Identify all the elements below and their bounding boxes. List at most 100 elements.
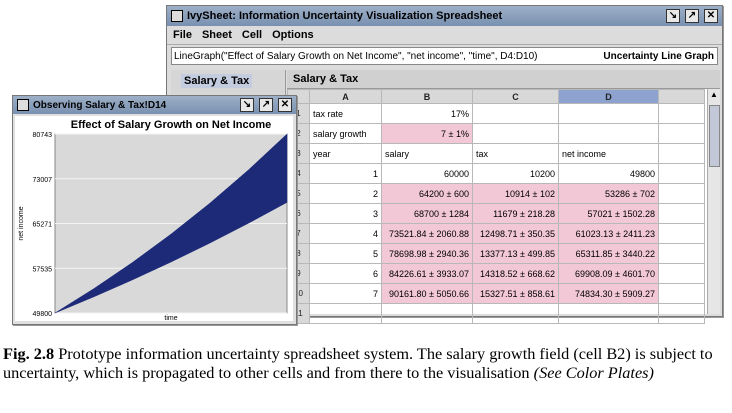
spreadsheet-window: IvySheet: Information Uncertainty Visual… xyxy=(166,5,723,324)
window-icon xyxy=(171,10,183,22)
cell-d4[interactable]: 49800 xyxy=(558,163,659,184)
cell-empty[interactable] xyxy=(658,163,705,184)
cell-a1[interactable]: tax rate xyxy=(309,103,382,124)
cell-empty[interactable] xyxy=(658,103,705,124)
cell-d11[interactable] xyxy=(558,303,659,324)
cell-empty[interactable] xyxy=(658,283,705,304)
y-axis-label: net income xyxy=(18,206,25,240)
cell-d2[interactable] xyxy=(558,123,659,144)
cell-a4[interactable]: 1 xyxy=(309,163,382,184)
chart-title: Effect of Salary Growth on Net Income xyxy=(71,119,271,131)
menu-cell[interactable]: Cell xyxy=(241,29,263,41)
cell-c3[interactable]: tax xyxy=(472,143,559,164)
cell-d1[interactable] xyxy=(558,103,659,124)
cell-empty[interactable] xyxy=(658,223,705,244)
cell-d6[interactable]: 57021 ± 1502.28 xyxy=(558,203,659,224)
column-header-b[interactable]: B xyxy=(381,89,473,104)
figure-caption: Fig. 2.8 Prototype information uncertain… xyxy=(3,344,731,382)
cell-c11[interactable] xyxy=(472,303,559,324)
column-header-d[interactable]: D xyxy=(558,89,659,104)
cell-b6[interactable]: 68700 ± 1284 xyxy=(381,203,473,224)
cell-d7[interactable]: 61023.13 ± 2411.23 xyxy=(558,223,659,244)
cell-b8[interactable]: 78698.98 ± 2940.36 xyxy=(381,243,473,264)
cell-d8[interactable]: 65311.85 ± 3440.22 xyxy=(558,243,659,264)
cell-b7[interactable]: 73521.84 ± 2060.88 xyxy=(381,223,473,244)
table-row: 10 7 90161.80 ± 5050.66 15327.51 ± 858.61 74… xyxy=(287,283,705,304)
cell-b9[interactable]: 84226.61 ± 3933.07 xyxy=(381,263,473,284)
cell-c2[interactable] xyxy=(472,123,559,144)
tree-item-salary-tax[interactable]: Salary & Tax xyxy=(181,74,253,88)
cell-b4[interactable]: 60000 xyxy=(381,163,473,184)
cell-c4[interactable]: 10200 xyxy=(472,163,559,184)
cell-b1[interactable]: 17% xyxy=(381,103,473,124)
sheet-tab-title[interactable]: Salary & Tax xyxy=(287,70,720,89)
cell-c1[interactable] xyxy=(472,103,559,124)
cell-c9[interactable]: 14318.52 ± 668.62 xyxy=(472,263,559,284)
column-header-c[interactable]: C xyxy=(472,89,559,104)
cell-empty[interactable] xyxy=(658,203,705,224)
cell-b11[interactable] xyxy=(381,303,473,324)
sheet-panel: Salary & Tax A B C D 1 tax rate 17% 2 salary… xyxy=(287,70,720,324)
menubar: File Sheet Cell Options xyxy=(167,26,722,45)
cell-a8[interactable]: 5 xyxy=(309,243,382,264)
minimize-icon[interactable]: ↘ xyxy=(666,9,680,23)
cell-empty[interactable] xyxy=(658,123,705,144)
cell-d3[interactable]: net income xyxy=(558,143,659,164)
column-header-a[interactable]: A xyxy=(309,89,382,104)
cell-d10[interactable]: 74834.30 ± 5909.27 xyxy=(558,283,659,304)
uncertainty-band xyxy=(54,133,288,314)
cell-empty[interactable] xyxy=(658,263,705,284)
cell-a2[interactable]: salary growth xyxy=(309,123,382,144)
cell-a11[interactable] xyxy=(309,303,382,324)
cell-c8[interactable]: 13377.13 ± 499.85 xyxy=(472,243,559,264)
maximize-icon[interactable]: ↗ xyxy=(685,9,699,23)
menu-file[interactable]: File xyxy=(173,29,192,41)
y-tick-label: 73007 xyxy=(33,177,53,184)
close-icon[interactable]: ✕ xyxy=(704,9,718,23)
line-graph: Effect of Salary Growth on Net Income 498… xyxy=(18,119,288,322)
table-row: 1 tax rate 17% xyxy=(287,103,705,124)
chart-window-title: Observing Salary & Tax!D14 xyxy=(33,99,167,111)
spreadsheet-grid: A B C D 1 tax rate 17% 2 salary growth 7 ± 1%… xyxy=(287,89,705,324)
scroll-thumb[interactable] xyxy=(709,105,720,167)
vertical-scrollbar[interactable]: ▲ xyxy=(707,89,720,314)
cell-a7[interactable]: 4 xyxy=(309,223,382,244)
chart-window: Observing Salary & Tax!D14 ↘ ↗ ✕ Effect … xyxy=(12,95,297,325)
formula-type-label: Uncertainty Line Graph xyxy=(603,51,714,62)
cell-a3[interactable]: year xyxy=(309,143,382,164)
table-row: 6 3 68700 ± 1284 11679 ± 218.28 57021 ± 1502… xyxy=(287,203,705,224)
cell-empty[interactable] xyxy=(658,183,705,204)
cell-b3[interactable]: salary xyxy=(381,143,473,164)
cell-b5[interactable]: 64200 ± 600 xyxy=(381,183,473,204)
y-tick-label: 49800 xyxy=(33,311,53,318)
scroll-up-icon[interactable]: ▲ xyxy=(710,90,718,99)
table-row: 2 salary growth 7 ± 1% xyxy=(287,123,705,144)
cell-c7[interactable]: 12498.71 ± 350.35 xyxy=(472,223,559,244)
cell-a6[interactable]: 3 xyxy=(309,203,382,224)
maximize-icon[interactable]: ↗ xyxy=(259,98,273,112)
spreadsheet-titlebar[interactable]: IvySheet: Information Uncertainty Visual… xyxy=(167,6,722,26)
table-row: 3 year salary tax net income xyxy=(287,143,705,164)
cell-c10[interactable]: 15327.51 ± 858.61 xyxy=(472,283,559,304)
cell-c5[interactable]: 10914 ± 102 xyxy=(472,183,559,204)
cell-b10[interactable]: 90161.80 ± 5050.66 xyxy=(381,283,473,304)
close-icon[interactable]: ✕ xyxy=(278,98,292,112)
cell-d9[interactable]: 69908.09 ± 4601.70 xyxy=(558,263,659,284)
x-axis-label: time xyxy=(164,315,177,321)
minimize-icon[interactable]: ↘ xyxy=(240,98,254,112)
cell-a5[interactable]: 2 xyxy=(309,183,382,204)
cell-b2[interactable]: 7 ± 1% xyxy=(381,123,473,144)
window-icon xyxy=(17,99,29,111)
cell-empty[interactable] xyxy=(658,303,705,324)
formula-field[interactable]: LineGraph("Effect of Salary Growth on Ne… xyxy=(171,47,718,65)
menu-sheet[interactable]: Sheet xyxy=(201,29,232,41)
cell-c6[interactable]: 11679 ± 218.28 xyxy=(472,203,559,224)
cell-d5[interactable]: 53286 ± 702 xyxy=(558,183,659,204)
cell-empty[interactable] xyxy=(658,243,705,264)
menu-options[interactable]: Options xyxy=(272,29,314,41)
cell-a10[interactable]: 7 xyxy=(309,283,382,304)
chart-titlebar[interactable]: Observing Salary & Tax!D14 ↘ ↗ ✕ xyxy=(13,96,296,114)
cell-a9[interactable]: 6 xyxy=(309,263,382,284)
table-row: 5 2 64200 ± 600 10914 ± 102 53286 ± 702 xyxy=(287,183,705,204)
cell-empty[interactable] xyxy=(658,143,705,164)
